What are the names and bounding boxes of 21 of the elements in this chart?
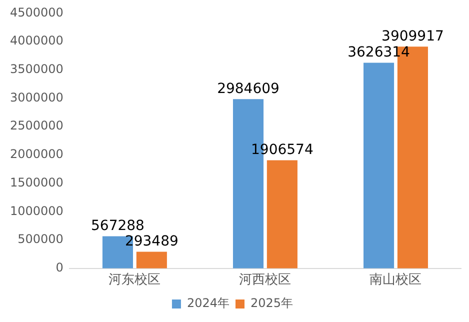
y-tick-label: 1500000 (10, 175, 64, 190)
y-tick-label: 0 (56, 260, 64, 275)
x-tick-label: 河东校区 (108, 272, 161, 288)
bar (136, 252, 167, 268)
data-label: 567288 (91, 218, 144, 234)
y-tick-label: 2000000 (10, 147, 64, 162)
legend-label: 2025年 (250, 296, 294, 310)
y-tick-label: 4000000 (10, 34, 64, 48)
x-tick-label: 南山校区 (370, 272, 422, 288)
y-tick-label: 4500000 (10, 5, 64, 20)
data-label: 3909917 (382, 28, 444, 44)
y-tick-label: 3500000 (10, 62, 64, 76)
y-tick-label: 1000000 (10, 204, 64, 218)
y-tick-label: 3000000 (10, 90, 64, 104)
y-tick-label: 500000 (18, 232, 64, 246)
bar (266, 160, 298, 268)
bar (364, 62, 394, 268)
data-label: 2984609 (217, 80, 280, 97)
legend-label: 2024年 (186, 296, 230, 310)
y-tick-label: 2500000 (10, 118, 64, 133)
x-tick-label: 河西校区 (239, 272, 292, 288)
